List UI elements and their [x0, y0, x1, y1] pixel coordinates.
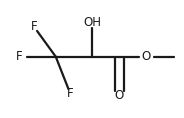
Text: F: F: [67, 87, 74, 100]
Text: O: O: [142, 50, 151, 63]
Text: O: O: [115, 89, 124, 102]
Text: OH: OH: [83, 16, 101, 29]
Text: F: F: [31, 20, 37, 33]
Text: F: F: [16, 50, 23, 63]
